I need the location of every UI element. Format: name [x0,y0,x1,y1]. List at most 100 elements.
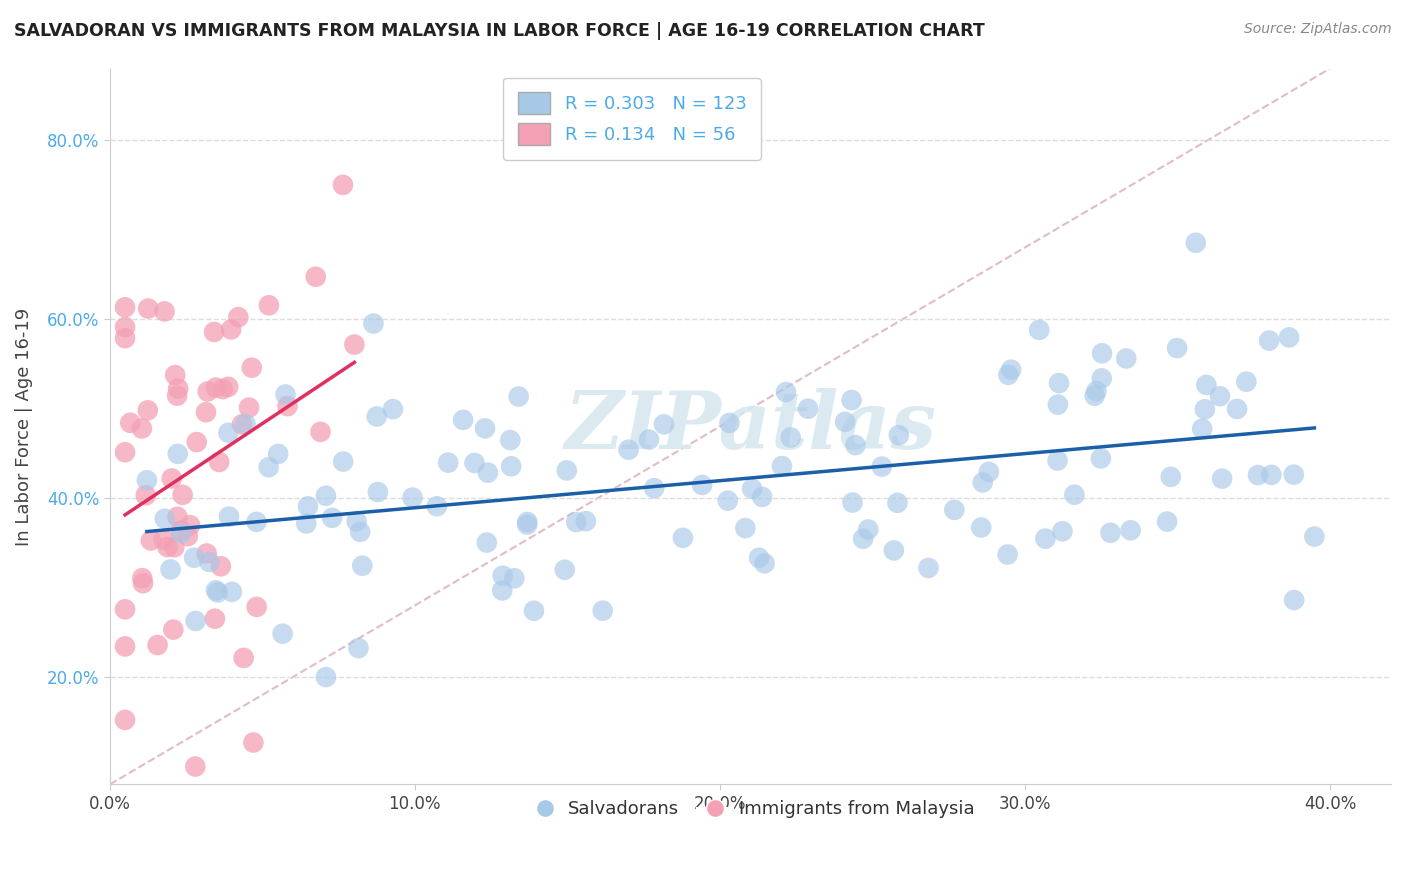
Salvadorans [1028,323,1050,337]
Immigrants from Malaysia [136,301,159,316]
Salvadorans [451,413,474,427]
Salvadorans [1194,402,1216,417]
Immigrants from Malaysia [208,455,231,469]
Salvadorans [267,447,290,461]
Salvadorans [499,433,522,447]
Immigrants from Malaysia [197,384,219,399]
Immigrants from Malaysia [153,304,176,318]
Salvadorans [492,568,515,582]
Salvadorans [1209,389,1232,403]
Immigrants from Malaysia [120,416,142,430]
Salvadorans [1282,593,1305,607]
Immigrants from Malaysia [305,269,328,284]
Salvadorans [183,550,205,565]
Immigrants from Malaysia [179,518,201,533]
Y-axis label: In Labor Force | Age 16-19: In Labor Force | Age 16-19 [15,308,32,546]
Salvadorans [741,482,763,496]
Salvadorans [652,417,675,432]
Salvadorans [917,561,939,575]
Salvadorans [1046,453,1069,467]
Salvadorans [1091,371,1114,385]
Immigrants from Malaysia [219,322,242,336]
Immigrants from Malaysia [170,524,193,538]
Salvadorans [321,511,343,525]
Salvadorans [271,626,294,640]
Salvadorans [643,481,665,495]
Immigrants from Malaysia [114,320,136,334]
Salvadorans [503,571,526,585]
Immigrants from Malaysia [242,735,264,749]
Salvadorans [207,585,229,599]
Text: Source: ZipAtlas.com: Source: ZipAtlas.com [1244,22,1392,37]
Salvadorans [184,614,207,628]
Salvadorans [751,490,773,504]
Salvadorans [474,421,496,435]
Salvadorans [257,460,280,475]
Immigrants from Malaysia [114,445,136,459]
Salvadorans [245,515,267,529]
Salvadorans [844,438,866,452]
Salvadorans [1226,401,1249,416]
Salvadorans [315,489,337,503]
Salvadorans [1156,515,1178,529]
Immigrants from Malaysia [114,300,136,314]
Salvadorans [997,548,1019,562]
Salvadorans [1047,376,1070,390]
Immigrants from Malaysia [205,381,228,395]
Salvadorans [1195,378,1218,392]
Salvadorans [1099,525,1122,540]
Salvadorans [352,558,374,573]
Salvadorans [1247,468,1270,483]
Salvadorans [672,531,695,545]
Legend: Salvadorans, Immigrants from Malaysia: Salvadorans, Immigrants from Malaysia [519,793,981,825]
Immigrants from Malaysia [146,638,169,652]
Salvadorans [1211,472,1233,486]
Immigrants from Malaysia [114,602,136,616]
Salvadorans [834,415,856,429]
Immigrants from Malaysia [163,541,186,555]
Salvadorans [997,368,1019,382]
Salvadorans [1046,398,1069,412]
Salvadorans [717,493,740,508]
Salvadorans [734,521,756,535]
Salvadorans [367,485,389,500]
Immigrants from Malaysia [132,576,155,591]
Salvadorans [852,532,875,546]
Salvadorans [970,520,993,534]
Immigrants from Malaysia [135,488,157,502]
Immigrants from Malaysia [195,405,218,419]
Immigrants from Malaysia [162,623,184,637]
Salvadorans [401,491,423,505]
Salvadorans [347,641,370,656]
Immigrants from Malaysia [240,360,263,375]
Immigrants from Malaysia [343,337,366,351]
Salvadorans [554,563,576,577]
Immigrants from Malaysia [167,382,190,396]
Salvadorans [349,524,371,539]
Salvadorans [366,409,388,424]
Immigrants from Malaysia [202,325,225,339]
Salvadorans [205,583,228,598]
Immigrants from Malaysia [114,640,136,654]
Immigrants from Malaysia [209,559,232,574]
Salvadorans [617,442,640,457]
Salvadorans [295,516,318,531]
Salvadorans [332,454,354,468]
Immigrants from Malaysia [136,403,159,417]
Immigrants from Malaysia [232,651,254,665]
Immigrants from Malaysia [172,488,194,502]
Salvadorans [274,387,297,401]
Salvadorans [1091,346,1114,360]
Salvadorans [1090,451,1112,466]
Salvadorans [690,478,713,492]
Salvadorans [501,459,523,474]
Salvadorans [363,317,385,331]
Salvadorans [638,433,661,447]
Salvadorans [217,425,239,440]
Salvadorans [1052,524,1074,539]
Salvadorans [426,500,449,514]
Salvadorans [555,463,578,477]
Salvadorans [516,515,538,529]
Salvadorans [153,511,176,525]
Salvadorans [1258,334,1281,348]
